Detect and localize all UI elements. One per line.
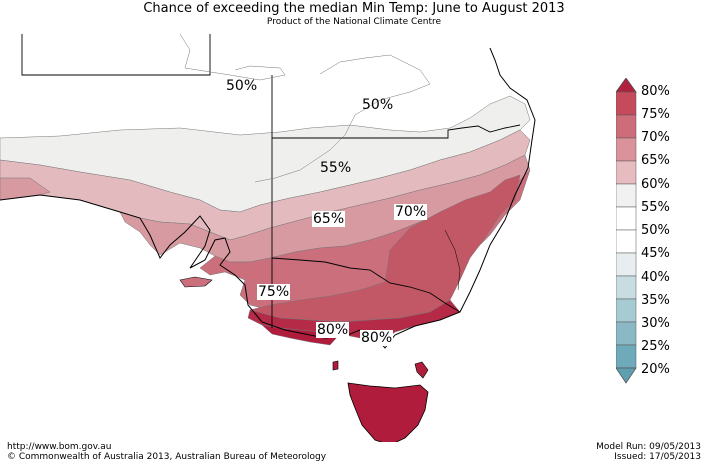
king-island bbox=[332, 360, 339, 371]
legend-label-60: 60% bbox=[641, 177, 670, 192]
legend-label-75: 75% bbox=[641, 107, 670, 122]
contour-label-80-east: 80% bbox=[360, 330, 394, 346]
legend-swatch-70-75 bbox=[616, 114, 637, 139]
map-subtitle: Product of the National Climate Centre bbox=[266, 17, 442, 27]
legend-swatch-55-60 bbox=[616, 183, 637, 208]
footer-url: http://www.bom.gov.au bbox=[7, 442, 112, 452]
contour-label-80-west: 80% bbox=[316, 322, 350, 338]
legend-label-35: 35% bbox=[641, 293, 670, 308]
contour-label-65: 65% bbox=[312, 211, 346, 227]
legend-label-20: 20% bbox=[641, 362, 670, 377]
legend-swatch-60-65 bbox=[616, 160, 637, 185]
footer-issued: Issued: 17/05/2013 bbox=[614, 452, 701, 462]
contour-label-55: 55% bbox=[320, 160, 352, 176]
legend-label-40: 40% bbox=[641, 270, 670, 285]
legend-swatch-30-35 bbox=[616, 298, 637, 323]
contour-label-75: 75% bbox=[257, 284, 291, 300]
footer-copyright: © Commonwealth of Australia 2013, Austra… bbox=[7, 452, 327, 462]
legend-colorbar bbox=[616, 78, 637, 384]
contour-label-50-east: 50% bbox=[362, 97, 394, 113]
kangaroo-island bbox=[179, 276, 213, 288]
tasmania bbox=[347, 382, 429, 442]
legend-label-70: 70% bbox=[641, 130, 670, 145]
legend-swatch-25-30 bbox=[616, 321, 637, 346]
zone-80 bbox=[261, 324, 341, 346]
legend-label-55: 55% bbox=[641, 200, 670, 215]
legend-top-arrow bbox=[616, 78, 637, 93]
contour-label-70: 70% bbox=[394, 204, 428, 220]
footer-model-run: Model Run: 09/05/2013 bbox=[596, 442, 701, 452]
legend-bottom-arrow bbox=[616, 367, 637, 384]
legend-swatch-65-70 bbox=[616, 137, 637, 162]
legend-label-80: 80% bbox=[641, 84, 670, 99]
flinders-island bbox=[414, 361, 429, 379]
legend-swatch-40-45 bbox=[616, 252, 637, 277]
legend-swatch-35-40 bbox=[616, 275, 637, 300]
legend-swatch-75-80 bbox=[616, 91, 637, 116]
legend-label-65: 65% bbox=[641, 153, 670, 168]
legend-swatch-50-55 bbox=[616, 206, 637, 231]
legend-swatch-20-25 bbox=[616, 344, 637, 369]
map-title: Chance of exceeding the median Min Temp:… bbox=[143, 1, 565, 16]
legend-label-25: 25% bbox=[641, 339, 670, 354]
legend-label-30: 30% bbox=[641, 316, 670, 331]
state-borders bbox=[21, 34, 521, 328]
legend-label-50: 50% bbox=[641, 223, 670, 238]
contour-label-50-west: 50% bbox=[226, 78, 258, 94]
coastline bbox=[0, 47, 536, 349]
probability-map bbox=[0, 33, 536, 442]
legend-label-45: 45% bbox=[641, 246, 670, 261]
legend-swatch-45-50 bbox=[616, 229, 637, 254]
